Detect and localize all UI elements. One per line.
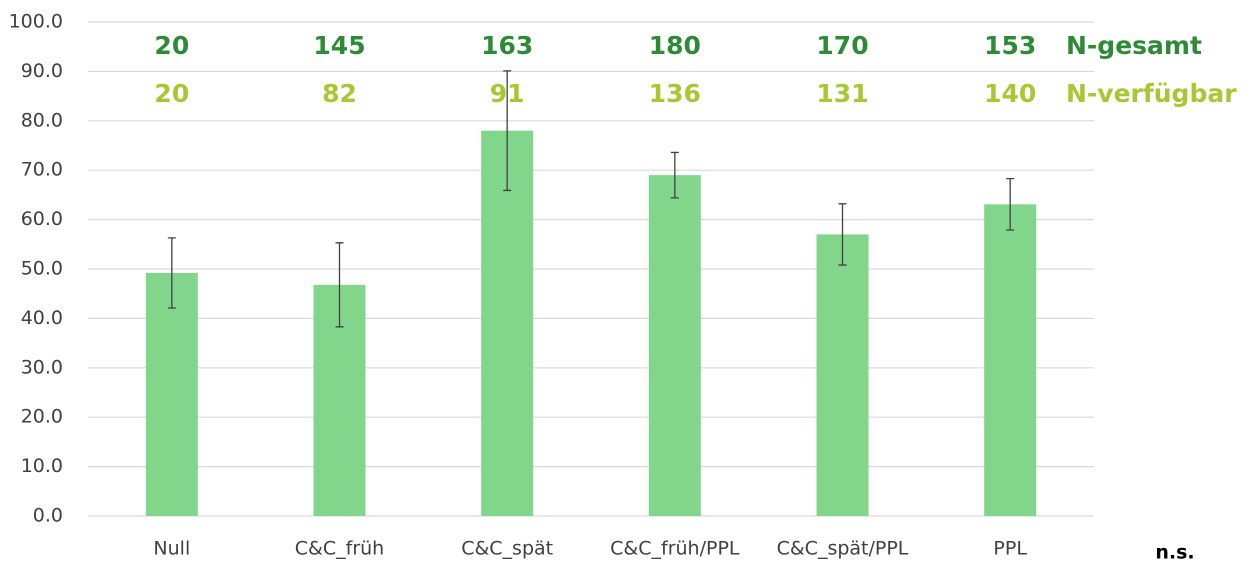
y-tick-label: 0.0 xyxy=(33,505,63,527)
annotation-value: 145 xyxy=(313,31,365,60)
annotation-value: 20 xyxy=(154,79,189,108)
bar xyxy=(816,234,869,517)
annotation-value: 131 xyxy=(816,79,868,108)
y-tick-label: 100.0 xyxy=(9,11,63,33)
annotation-label: N-gesamt xyxy=(1066,31,1202,60)
annotation-value: 170 xyxy=(816,31,868,60)
annotation-value: 82 xyxy=(322,79,357,108)
y-tick-label: 80.0 xyxy=(21,109,63,131)
x-tick-label: C&C_früh/PPL xyxy=(610,538,740,560)
x-tick-label: PPL xyxy=(993,538,1027,560)
error-bar xyxy=(670,151,679,199)
x-tick-label: C&C_spät/PPL xyxy=(777,538,909,560)
y-tick-label: 10.0 xyxy=(21,455,63,477)
bar xyxy=(145,272,198,516)
y-tick-label: 90.0 xyxy=(21,60,63,82)
y-tick-label: 70.0 xyxy=(21,159,63,181)
error-bar xyxy=(335,242,344,328)
error-bar xyxy=(838,203,847,266)
annotation-value: 20 xyxy=(154,31,189,60)
note: n.s. xyxy=(1155,542,1194,564)
annotation-value: 180 xyxy=(649,31,701,60)
bar xyxy=(984,204,1037,516)
y-tick-label: 30.0 xyxy=(21,356,63,378)
y-tick-label: 40.0 xyxy=(21,307,63,329)
x-tick-label: C&C_spät xyxy=(461,538,553,560)
x-tick-label: C&C_früh xyxy=(295,538,384,560)
y-tick-label: 60.0 xyxy=(21,208,63,230)
annotation-value: 153 xyxy=(984,31,1036,60)
error-bar xyxy=(503,70,512,192)
annotation-value: 140 xyxy=(984,79,1036,108)
bar xyxy=(648,175,701,516)
bar xyxy=(481,130,534,516)
x-tick-label: Null xyxy=(153,538,190,560)
y-tick-label: 20.0 xyxy=(21,406,63,428)
y-tick-label: 50.0 xyxy=(21,258,63,280)
error-bar xyxy=(1006,177,1015,231)
annotation-label: N-verfügbar xyxy=(1066,79,1237,108)
error-bar xyxy=(167,237,176,309)
annotation-value: 163 xyxy=(481,31,533,60)
annotation-value: 91 xyxy=(490,79,525,108)
annotation-value: 136 xyxy=(649,79,701,108)
